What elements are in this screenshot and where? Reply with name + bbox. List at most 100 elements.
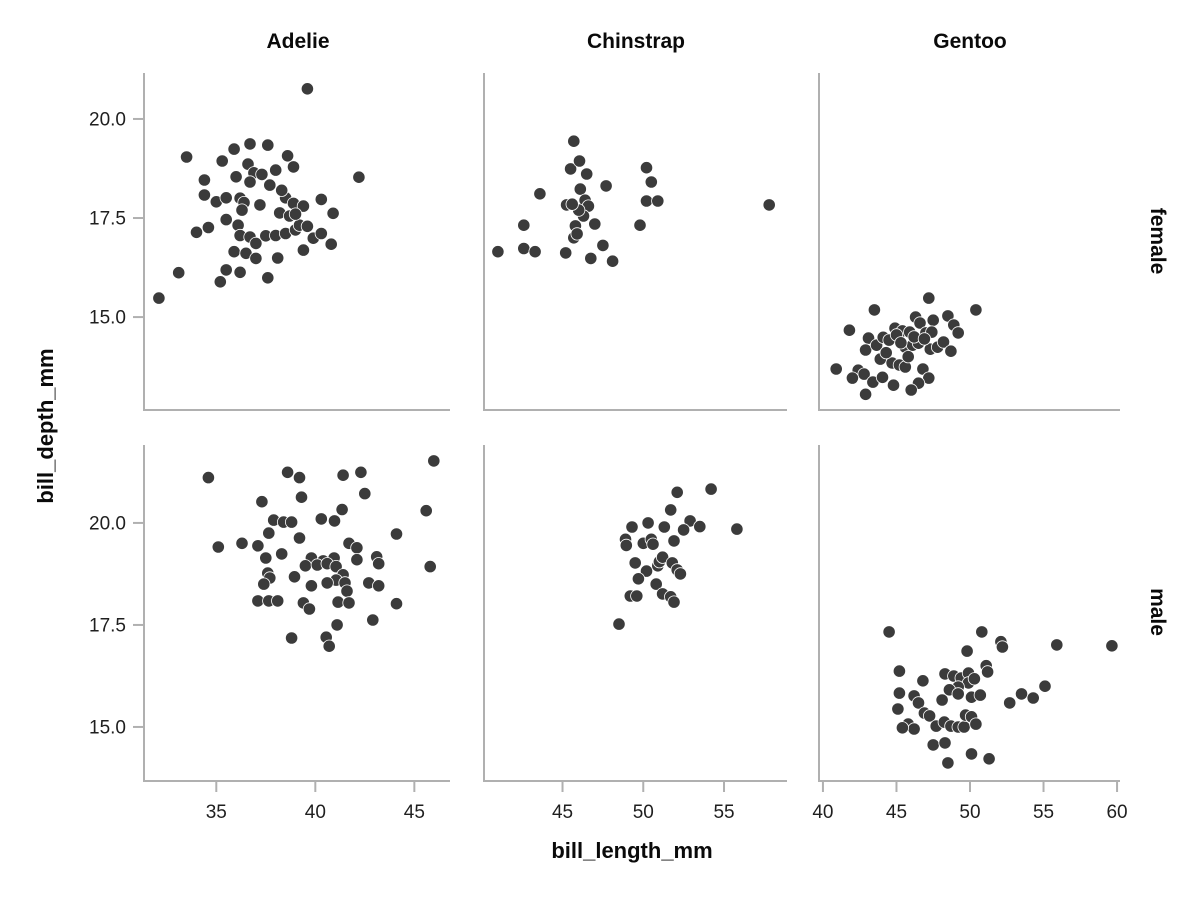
data-point — [907, 722, 921, 736]
data-point — [257, 577, 271, 591]
data-point — [895, 721, 910, 735]
data-point — [243, 175, 257, 189]
data-point — [197, 173, 211, 187]
data-point — [172, 266, 186, 280]
data-point — [882, 625, 896, 639]
data-point — [298, 559, 312, 573]
y-tick-label: 17.5 — [89, 209, 126, 230]
data-point — [957, 720, 971, 734]
data-point — [300, 82, 314, 96]
axis-spine — [818, 445, 1120, 782]
data-point — [284, 631, 299, 645]
data-point — [211, 540, 225, 554]
facet-panel-chinstrap-male: 45 50 55 — [483, 445, 787, 823]
data-point — [969, 303, 983, 317]
facet-panel-adelie-female: 20.0 17.5 15.0 — [89, 73, 450, 411]
data-point — [639, 161, 654, 175]
data-point — [227, 142, 241, 156]
data-point — [730, 522, 744, 536]
data-point — [423, 559, 437, 574]
facet-panel-adelie-male: 20.0 17.5 15.0 35 40 45 — [89, 445, 450, 823]
data-point — [259, 551, 273, 565]
data-point — [858, 343, 873, 357]
data-point — [201, 470, 215, 485]
data-point — [275, 547, 289, 561]
data-point — [1026, 691, 1040, 705]
data-point — [693, 519, 707, 534]
data-point — [916, 674, 930, 688]
facet-column-title-gentoo: Gentoo — [933, 30, 1007, 53]
x-tick-label: 45 — [552, 802, 573, 823]
facet-column-title-adelie: Adelie — [266, 30, 330, 53]
data-point — [326, 206, 340, 220]
data-point — [619, 538, 633, 553]
data-point — [235, 536, 249, 550]
data-point — [229, 170, 243, 184]
data-point — [651, 194, 665, 208]
axis-spine — [143, 445, 450, 782]
data-point — [292, 470, 307, 485]
axis-spine — [143, 73, 450, 411]
data-point — [588, 217, 602, 231]
data-point — [261, 138, 275, 152]
data-point — [670, 485, 684, 499]
x-tick-label: 50 — [633, 802, 654, 823]
data-point — [287, 570, 302, 584]
data-point — [219, 263, 233, 277]
data-point — [533, 187, 547, 201]
data-point — [389, 527, 404, 541]
data-point — [354, 465, 368, 479]
x-tick-label: 40 — [305, 802, 326, 823]
data-point — [584, 251, 598, 265]
data-point — [935, 693, 949, 707]
facet-panel-gentoo-female — [818, 73, 1120, 411]
data-point — [249, 251, 263, 265]
data-point — [641, 516, 655, 530]
data-point — [951, 687, 965, 701]
data-point — [427, 454, 441, 468]
data-point — [926, 738, 940, 752]
data-point — [673, 567, 688, 581]
data-point — [904, 383, 918, 397]
axis-spine — [483, 445, 787, 782]
data-point — [572, 154, 587, 168]
data-point — [314, 192, 328, 206]
data-point — [867, 303, 882, 317]
x-tick-label: 55 — [713, 802, 734, 823]
axis-spine — [483, 73, 787, 411]
data-point — [350, 541, 364, 555]
data-point — [657, 520, 671, 534]
facet-panel-gentoo-male: 40 45 50 55 60 — [812, 445, 1128, 823]
data-point — [938, 736, 952, 750]
data-point — [941, 756, 955, 770]
data-point — [875, 370, 890, 384]
data-point — [563, 162, 578, 176]
x-tick-label: 35 — [206, 802, 227, 823]
data-point — [320, 576, 334, 590]
data-point — [262, 526, 276, 540]
data-point — [350, 553, 364, 567]
x-tick-label: 45 — [404, 802, 425, 823]
data-point — [284, 515, 299, 529]
data-point — [944, 344, 958, 358]
data-point — [886, 378, 901, 392]
data-point — [253, 198, 267, 212]
data-point — [639, 564, 654, 578]
data-point — [667, 534, 681, 548]
data-point — [288, 207, 303, 221]
data-point — [829, 362, 843, 376]
data-point — [366, 613, 380, 627]
data-point — [891, 702, 905, 716]
data-point — [639, 194, 654, 208]
data-point — [219, 213, 233, 227]
data-point — [892, 664, 907, 678]
data-point — [189, 225, 204, 239]
data-point — [280, 465, 295, 479]
data-point — [358, 486, 372, 501]
data-point — [227, 245, 241, 259]
data-point — [271, 594, 285, 608]
y-tick-label: 20.0 — [89, 513, 126, 534]
data-point — [292, 531, 307, 545]
data-point — [964, 747, 979, 761]
